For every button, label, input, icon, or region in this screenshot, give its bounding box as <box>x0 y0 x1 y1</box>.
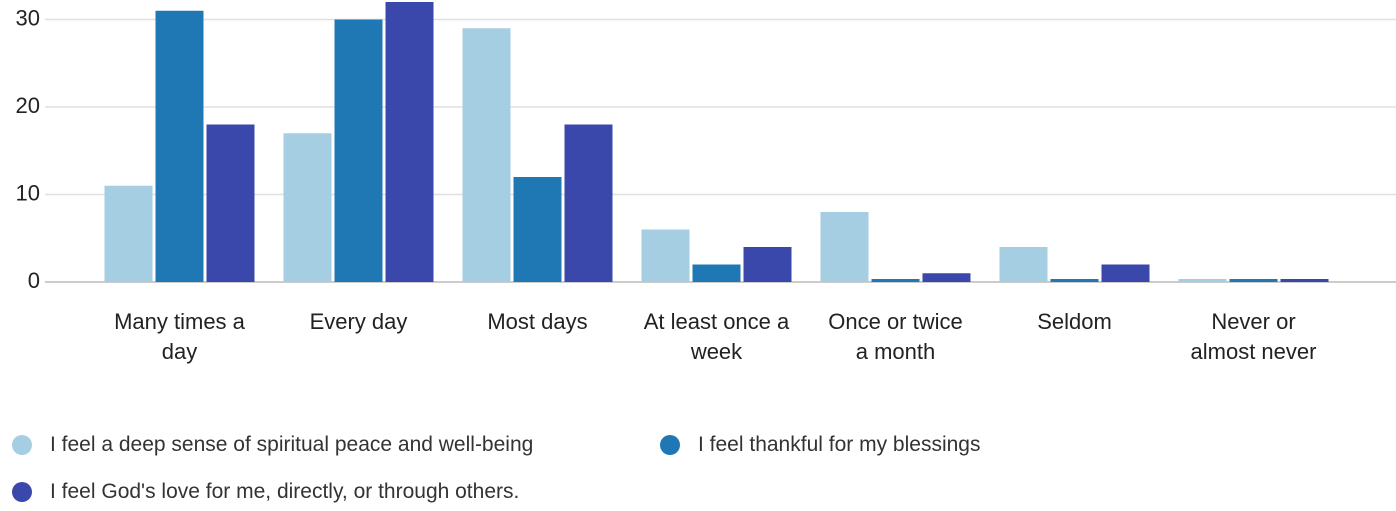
legend-swatch <box>660 435 680 455</box>
bar <box>922 273 971 282</box>
x-tick-label: At least once a week <box>643 309 790 364</box>
bar <box>334 19 383 282</box>
bar <box>1050 279 1099 282</box>
bar <box>1101 264 1150 282</box>
bar <box>104 185 153 282</box>
bar <box>1229 279 1278 282</box>
y-tick-label: 20 <box>16 93 40 118</box>
bar <box>1178 279 1227 282</box>
bar <box>820 212 869 282</box>
legend-item: I feel God's love for me, directly, or t… <box>12 480 519 504</box>
bar <box>641 229 690 282</box>
bar <box>999 247 1048 282</box>
y-tick-label: 0 <box>28 268 40 293</box>
bar <box>513 177 562 282</box>
bar <box>385 2 434 282</box>
bar <box>871 279 920 282</box>
x-tick-label: Once or twice a month <box>828 309 963 364</box>
bar <box>462 28 511 282</box>
x-tick-label: Never or almost never <box>1190 309 1317 364</box>
bar <box>283 133 332 282</box>
x-tick-label: Most days <box>487 309 588 334</box>
legend-label: I feel a deep sense of spiritual peace a… <box>50 433 534 456</box>
legend-label: I feel God's love for me, directly, or t… <box>50 480 520 503</box>
x-tick-label: Every day <box>309 309 408 334</box>
y-tick-label: 30 <box>16 5 40 30</box>
bar <box>743 247 792 282</box>
bar <box>564 124 613 282</box>
legend-label: I feel thankful for my blessings <box>698 433 981 456</box>
bar <box>155 10 204 282</box>
legend-swatch <box>12 435 32 455</box>
legend-item: I feel thankful for my blessings <box>660 433 980 457</box>
legend-item: I feel a deep sense of spiritual peace a… <box>12 433 533 457</box>
y-tick-label: 10 <box>16 180 40 205</box>
x-tick-label: Seldom <box>1037 309 1112 334</box>
legend-swatch <box>12 482 32 502</box>
bar <box>1280 279 1329 282</box>
x-tick-label: Many times a day <box>114 309 245 364</box>
bar <box>206 124 255 282</box>
bar <box>692 264 741 282</box>
